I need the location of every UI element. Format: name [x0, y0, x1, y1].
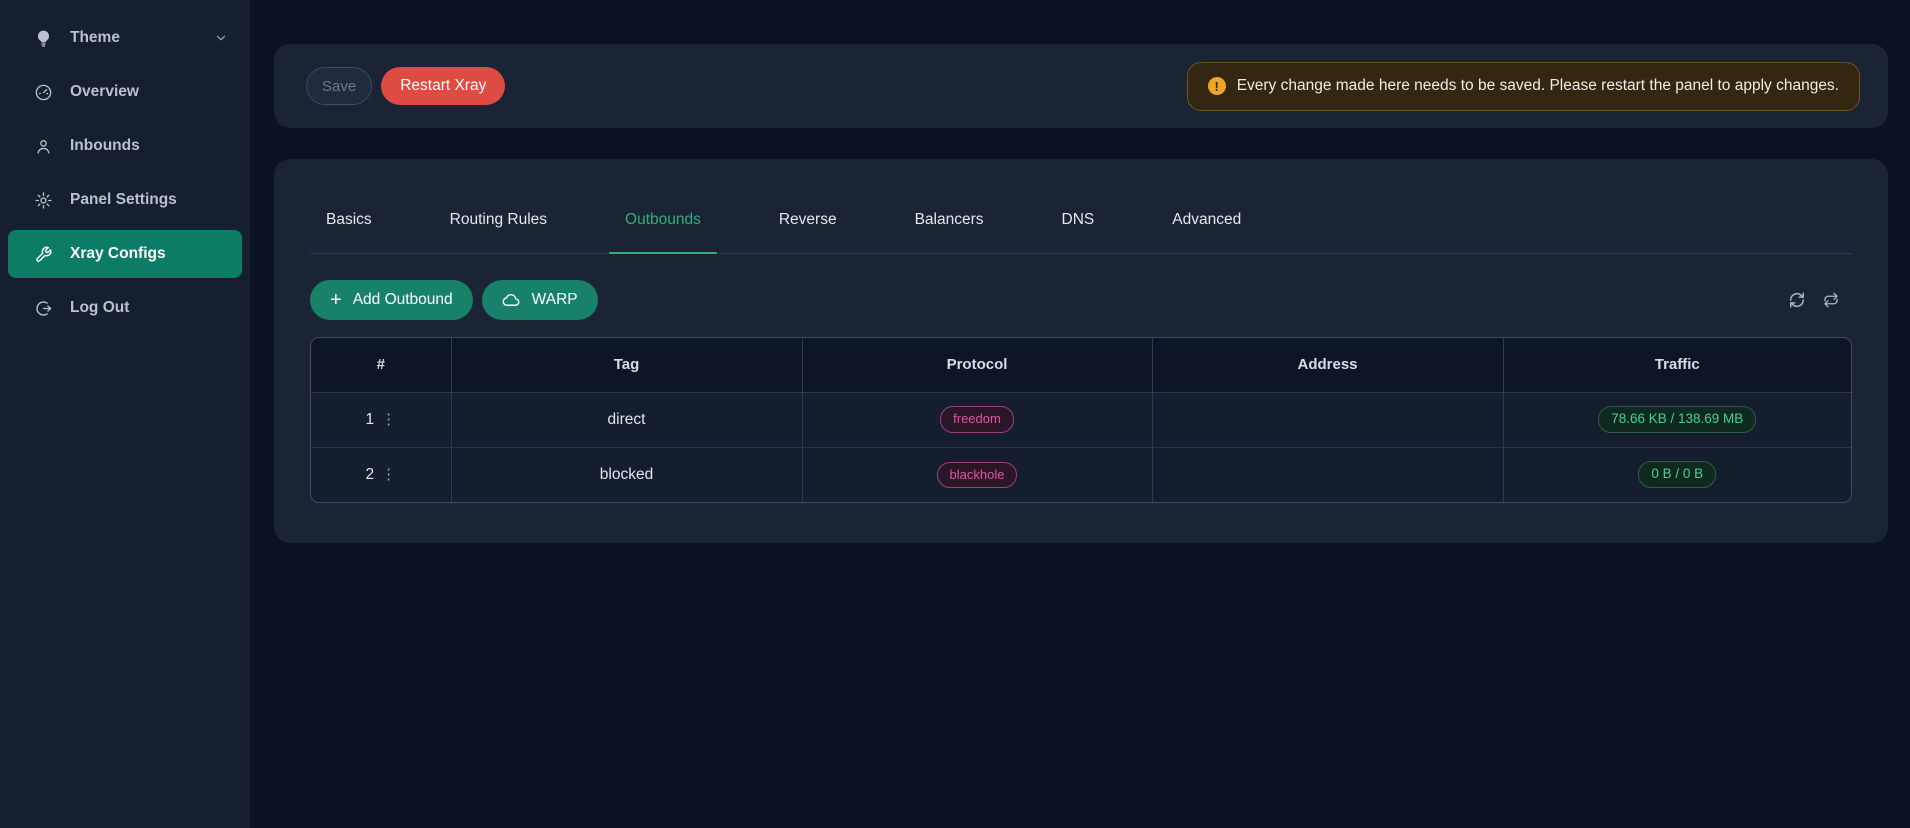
row-traffic-cell: 78.66 KB / 138.69 MB — [1503, 392, 1851, 448]
tab-advanced[interactable]: Advanced — [1172, 211, 1242, 228]
sidebar: Theme Overview Inbounds — [0, 0, 250, 828]
traffic-badge: 78.66 KB / 138.69 MB — [1598, 406, 1757, 433]
row-index: 2 — [365, 466, 375, 484]
xray-config-card: Basics Routing Rules Outbounds Reverse B… — [274, 159, 1888, 543]
warp-label: WARP — [531, 291, 578, 308]
tab-dns[interactable]: DNS — [1061, 211, 1095, 228]
sidebar-item-label: Log Out — [70, 299, 130, 316]
repeat-icon[interactable] — [1822, 291, 1840, 309]
gear-icon — [34, 191, 53, 210]
table-header-row: # Tag Protocol Address Traffic — [311, 338, 1851, 393]
tab-basics[interactable]: Basics — [326, 211, 372, 228]
sidebar-item-panel-settings[interactable]: Panel Settings — [8, 176, 242, 224]
refresh-icon[interactable] — [1787, 290, 1807, 310]
wrench-icon — [34, 245, 53, 264]
lightbulb-icon — [34, 29, 53, 48]
config-tabs: Basics Routing Rules Outbounds Reverse B… — [310, 159, 1852, 254]
row-index: 1 — [365, 411, 375, 428]
sidebar-item-theme[interactable]: Theme — [8, 14, 242, 62]
dashboard-icon — [34, 83, 53, 102]
chevron-down-icon — [214, 31, 228, 45]
sidebar-item-inbounds[interactable]: Inbounds — [8, 122, 242, 170]
row-index-cell: 1 ⋮ — [311, 392, 452, 448]
protocol-badge: blackhole — [936, 461, 1018, 488]
row-protocol-cell: blackhole — [802, 447, 1153, 502]
restart-xray-button[interactable]: Restart Xray — [381, 67, 506, 105]
table-tools — [1787, 290, 1852, 310]
cloud-icon — [502, 291, 521, 310]
tab-reverse[interactable]: Reverse — [778, 211, 837, 228]
header-tag: Tag — [451, 338, 803, 393]
warp-button[interactable]: WARP — [481, 280, 598, 320]
sidebar-item-logout[interactable]: Log Out — [8, 284, 242, 332]
row-address-cell — [1152, 447, 1504, 502]
sidebar-item-overview[interactable]: Overview — [8, 68, 242, 116]
sidebar-item-label: Panel Settings — [70, 191, 177, 208]
sidebar-item-label: Theme — [70, 29, 120, 46]
protocol-badge: freedom — [940, 406, 1014, 433]
tab-balancers[interactable]: Balancers — [914, 211, 984, 228]
tab-routing-rules[interactable]: Routing Rules — [449, 211, 548, 228]
table-row: 1 ⋮ direct freedom 78.66 KB / 138.69 MB — [311, 392, 1851, 448]
sidebar-item-label: Xray Configs — [70, 245, 166, 262]
traffic-badge: 0 B / 0 B — [1638, 461, 1717, 489]
main-content: Save Restart Xray ! Every change made he… — [250, 0, 1910, 543]
tab-outbounds[interactable]: Outbounds — [609, 211, 717, 254]
table-row: 2 ⋮ blocked blackhole 0 B / 0 B — [311, 447, 1851, 502]
header-traffic: Traffic — [1503, 338, 1851, 393]
outbounds-actions-row: + Add Outbound WARP — [310, 280, 1852, 320]
add-outbound-label: Add Outbound — [352, 291, 453, 308]
warning-icon: ! — [1207, 77, 1226, 95]
header-protocol: Protocol — [802, 338, 1153, 393]
row-traffic-cell: 0 B / 0 B — [1503, 447, 1851, 502]
plus-icon: + — [330, 289, 342, 311]
row-menu-icon[interactable]: ⋮ — [381, 466, 397, 484]
row-tag-cell: blocked — [451, 447, 803, 502]
header-address: Address — [1152, 338, 1504, 393]
person-icon — [34, 137, 53, 156]
add-outbound-button[interactable]: + Add Outbound — [310, 280, 473, 320]
row-protocol-cell: freedom — [802, 392, 1153, 448]
toolbar: Save Restart Xray ! Every change made he… — [274, 44, 1888, 128]
sidebar-item-xray-configs[interactable]: Xray Configs — [8, 230, 242, 278]
row-index-cell: 2 ⋮ — [311, 447, 452, 502]
unsaved-changes-alert: ! Every change made here needs to be sav… — [1186, 61, 1860, 111]
row-menu-icon[interactable]: ⋮ — [381, 411, 397, 428]
outbounds-table: # Tag Protocol Address Traffic 1 ⋮ direct — [310, 337, 1852, 503]
row-address-cell — [1152, 392, 1504, 448]
sidebar-item-label: Overview — [70, 83, 139, 100]
header-index: # — [311, 338, 452, 393]
save-button[interactable]: Save — [306, 67, 373, 105]
sidebar-item-label: Inbounds — [70, 137, 140, 154]
logout-icon — [34, 299, 53, 318]
alert-text: Every change made here needs to be saved… — [1236, 77, 1839, 94]
row-tag-cell: direct — [451, 392, 803, 448]
